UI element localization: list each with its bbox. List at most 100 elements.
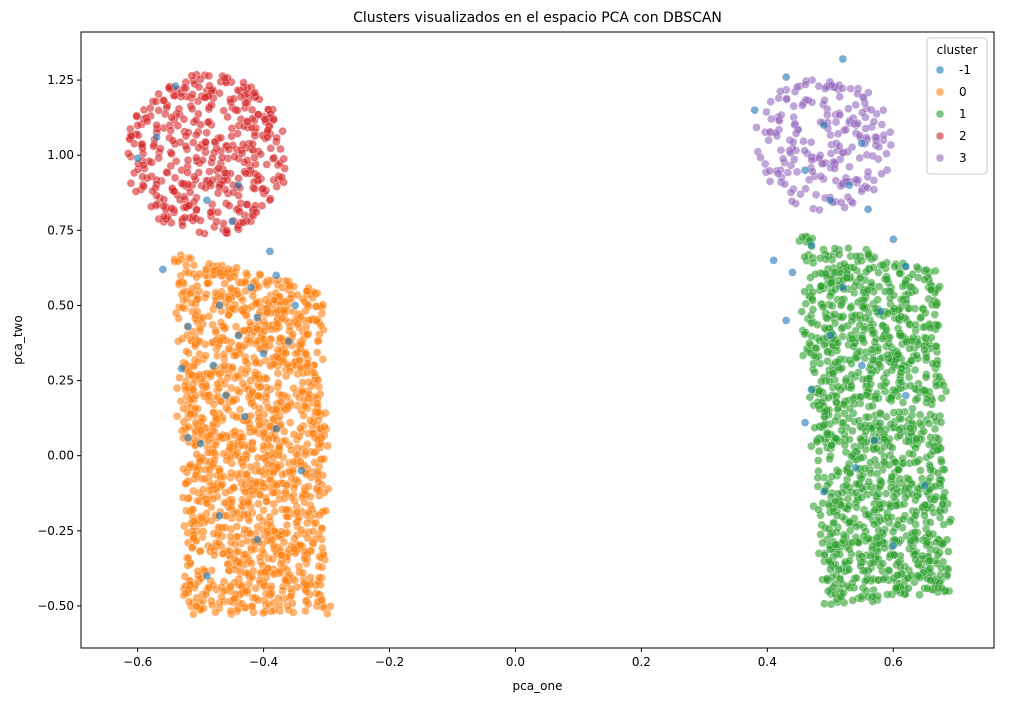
point-cluster-0 [187,298,196,308]
point-cluster-1 [870,394,880,404]
point-cluster-2 [196,216,205,225]
point-cluster-1 [926,465,935,475]
point-cluster-0 [192,450,201,459]
point-cluster-2 [266,109,275,118]
legend-label: 0 [959,85,967,99]
point-cluster-2 [126,124,135,134]
point-cluster-1 [839,588,848,597]
point-cluster--1 [271,271,281,280]
y-tick-label: 0.25 [47,374,74,388]
point-cluster-1 [878,260,888,270]
point-cluster--1 [215,511,224,521]
point-cluster-3 [820,84,830,93]
point-cluster-1 [895,425,904,434]
point-cluster-1 [830,310,840,319]
point-cluster-0 [318,543,327,553]
point-cluster-2 [159,212,169,221]
point-cluster-3 [863,167,873,177]
point-cluster-0 [203,448,213,457]
point-cluster-0 [279,494,289,503]
point-cluster--1 [819,487,829,496]
point-cluster-0 [202,382,211,392]
point-cluster-1 [852,573,861,583]
point-cluster--1 [826,331,835,340]
point-cluster-0 [239,461,248,470]
point-cluster-0 [270,526,279,536]
point-cluster-1 [879,457,889,467]
point-cluster-0 [273,369,283,378]
point-cluster-1 [808,305,818,314]
point-cluster--1 [202,571,212,581]
point-cluster-0 [295,356,304,365]
point-cluster-0 [215,336,225,346]
point-cluster-1 [937,563,946,573]
point-cluster-0 [224,294,233,304]
point-cluster-0 [253,595,263,605]
point-cluster-0 [254,282,264,292]
point-cluster--1 [788,268,797,277]
point-cluster-0 [286,591,296,601]
point-cluster-1 [908,270,917,279]
point-cluster-2 [265,195,275,205]
point-cluster-3 [776,110,786,120]
point-cluster--1 [826,196,835,205]
point-cluster-3 [868,151,878,161]
point-cluster-3 [837,198,846,207]
point-cluster-0 [221,523,230,532]
point-cluster-0 [245,318,255,327]
point-cluster-1 [922,538,932,548]
point-cluster-1 [830,416,840,426]
point-cluster-3 [771,128,781,138]
point-cluster-0 [310,448,319,457]
point-cluster-1 [820,340,829,350]
point-cluster-0 [241,587,250,596]
point-cluster-0 [313,467,323,477]
point-cluster-3 [789,101,798,111]
point-cluster-1 [913,394,922,403]
point-cluster-3 [760,159,770,169]
point-cluster-0 [312,348,322,357]
point-cluster-3 [800,146,809,155]
point-cluster-2 [162,167,171,177]
point-cluster-0 [310,519,319,528]
point-cluster-1 [830,589,840,599]
point-cluster-0 [277,527,286,536]
point-cluster--1 [234,180,243,190]
point-cluster-0 [242,470,251,479]
point-cluster-0 [185,289,195,299]
point-cluster-1 [906,536,916,546]
point-cluster-1 [887,512,896,522]
point-cluster--1 [807,385,816,394]
point-cluster-1 [890,550,899,560]
point-cluster-3 [869,117,879,126]
point-cluster-2 [272,133,281,143]
point-cluster-0 [172,411,182,421]
point-cluster-1 [880,543,889,553]
point-cluster-1 [841,376,851,386]
point-cluster-0 [214,369,224,379]
point-cluster-2 [174,104,184,114]
point-cluster-0 [319,454,329,464]
point-cluster-1 [861,313,870,323]
point-cluster-2 [189,172,199,182]
point-cluster-1 [808,258,818,268]
point-cluster-0 [271,405,281,414]
point-cluster-1 [812,437,822,447]
point-cluster-0 [259,441,268,451]
point-cluster-0 [275,442,284,451]
point-cluster-1 [934,372,944,382]
point-cluster-1 [938,539,947,548]
point-cluster-3 [820,96,829,105]
point-cluster-0 [237,599,247,609]
point-cluster-1 [891,501,901,510]
point-cluster--1 [227,217,237,226]
point-cluster-0 [282,392,292,402]
point-cluster-0 [274,593,283,603]
point-cluster--1 [901,262,911,271]
point-cluster-0 [240,487,250,497]
point-cluster-2 [159,96,169,106]
point-cluster-2 [243,117,252,126]
point-cluster-2 [142,116,152,126]
point-cluster-2 [127,131,136,141]
point-cluster-1 [931,300,941,310]
